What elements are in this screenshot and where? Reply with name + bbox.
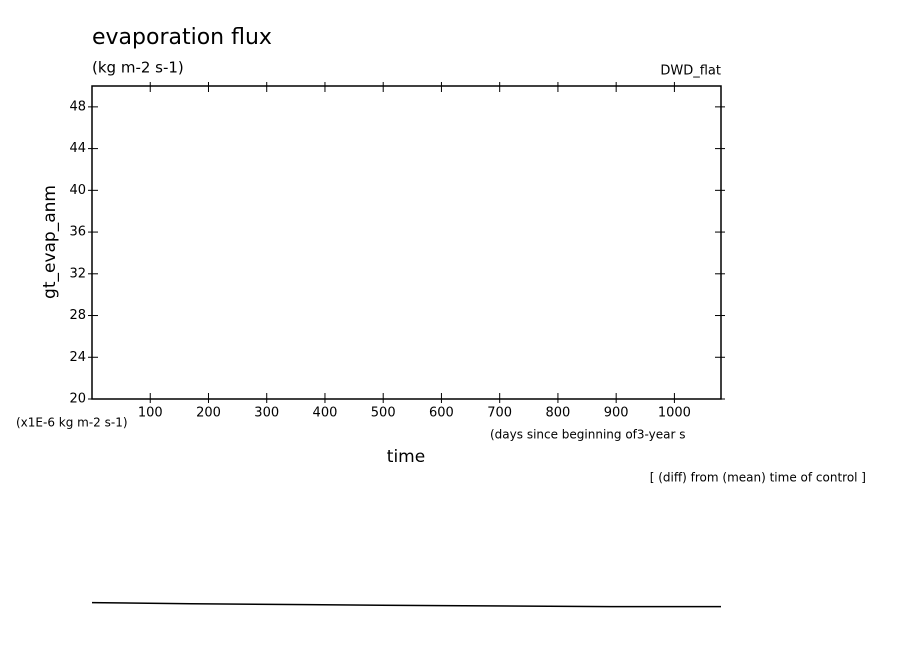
- x-tick-label: 400: [313, 406, 338, 421]
- y-tick-label: 20: [69, 392, 86, 407]
- x-tick-label: 900: [604, 406, 629, 421]
- x-tick-label: 700: [487, 406, 512, 421]
- y-tick-label: 28: [69, 308, 86, 323]
- chart-subtitle: (kg m-2 s-1): [92, 59, 184, 77]
- x-tick-label: 800: [546, 406, 571, 421]
- x-unit: (days since beginning of3-year s: [490, 428, 686, 442]
- y-tick-label: 48: [69, 99, 86, 114]
- y-tick-label: 44: [69, 141, 86, 156]
- data-line: [91, 601, 721, 608]
- y-unit: (x1E-6 kg m-2 s-1): [16, 416, 128, 430]
- run-label: DWD_flat: [660, 64, 721, 79]
- x-tick-label: 300: [254, 406, 279, 421]
- x-tick-label: 1000: [658, 406, 691, 421]
- y-tick-label: 36: [69, 225, 86, 240]
- plot-frame: [91, 85, 722, 400]
- x-tick-label: 200: [196, 406, 221, 421]
- x-tick-label: 600: [429, 406, 454, 421]
- y-tick-label: 24: [69, 350, 86, 365]
- x-tick-label: 100: [138, 406, 163, 421]
- y-axis-label: gt_evap_anm: [40, 185, 60, 299]
- chart-title: evaporation flux: [92, 25, 272, 50]
- y-tick-label: 40: [69, 183, 86, 198]
- footer: [ (diff) from (mean) time of control ]: [650, 471, 866, 485]
- x-tick-label: 500: [371, 406, 396, 421]
- x-axis-label: time: [387, 447, 425, 467]
- y-tick-label: 32: [69, 266, 86, 281]
